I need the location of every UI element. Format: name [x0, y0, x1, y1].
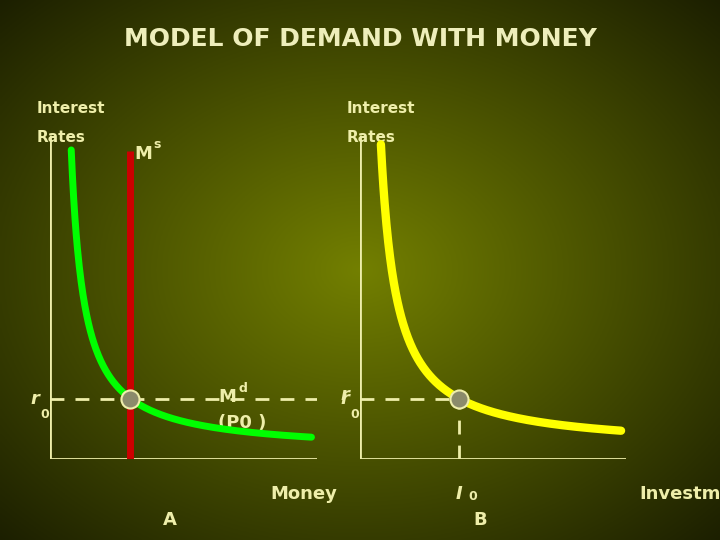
Text: A: A: [163, 511, 177, 529]
Text: r: r: [31, 389, 40, 408]
Text: r: r: [341, 389, 349, 408]
Text: 0: 0: [40, 408, 49, 421]
Text: 0: 0: [350, 408, 359, 421]
Text: 0: 0: [468, 490, 477, 503]
Text: s: s: [153, 138, 161, 151]
Text: I: I: [456, 485, 462, 503]
Text: B: B: [473, 511, 487, 529]
Text: Interest: Interest: [37, 100, 106, 116]
Text: Interest: Interest: [347, 100, 415, 116]
Text: Rates: Rates: [347, 130, 395, 145]
Text: Rates: Rates: [37, 130, 86, 145]
Text: Investment: Investment: [640, 485, 720, 503]
Text: d: d: [238, 382, 247, 395]
Text: M: M: [135, 145, 152, 163]
Text: Money: Money: [270, 485, 337, 503]
Text: MODEL OF DEMAND WITH MONEY: MODEL OF DEMAND WITH MONEY: [124, 27, 596, 51]
Text: (P0 ): (P0 ): [218, 414, 266, 432]
Text: M: M: [218, 388, 236, 406]
Text: r: r: [341, 386, 349, 404]
